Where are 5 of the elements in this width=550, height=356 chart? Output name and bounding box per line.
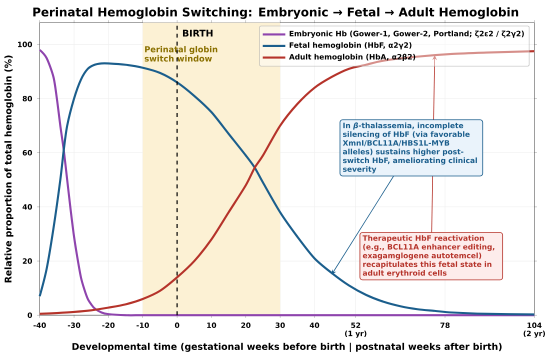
ref-line-label: BIRTH bbox=[182, 30, 213, 36]
y-axis-title: Relative proportion of total hemoglobin (%) bbox=[4, 55, 14, 282]
x-axis-title: Developmental time (gestational weeks before birth | postnatal weeks after birth) bbox=[72, 342, 502, 352]
chart-title: Perinatal Hemoglobin Switching: Embryonic → Fetal → Adult Hemoglobin bbox=[33, 7, 518, 19]
band-label: Perinatal globin switch window bbox=[144, 46, 218, 62]
